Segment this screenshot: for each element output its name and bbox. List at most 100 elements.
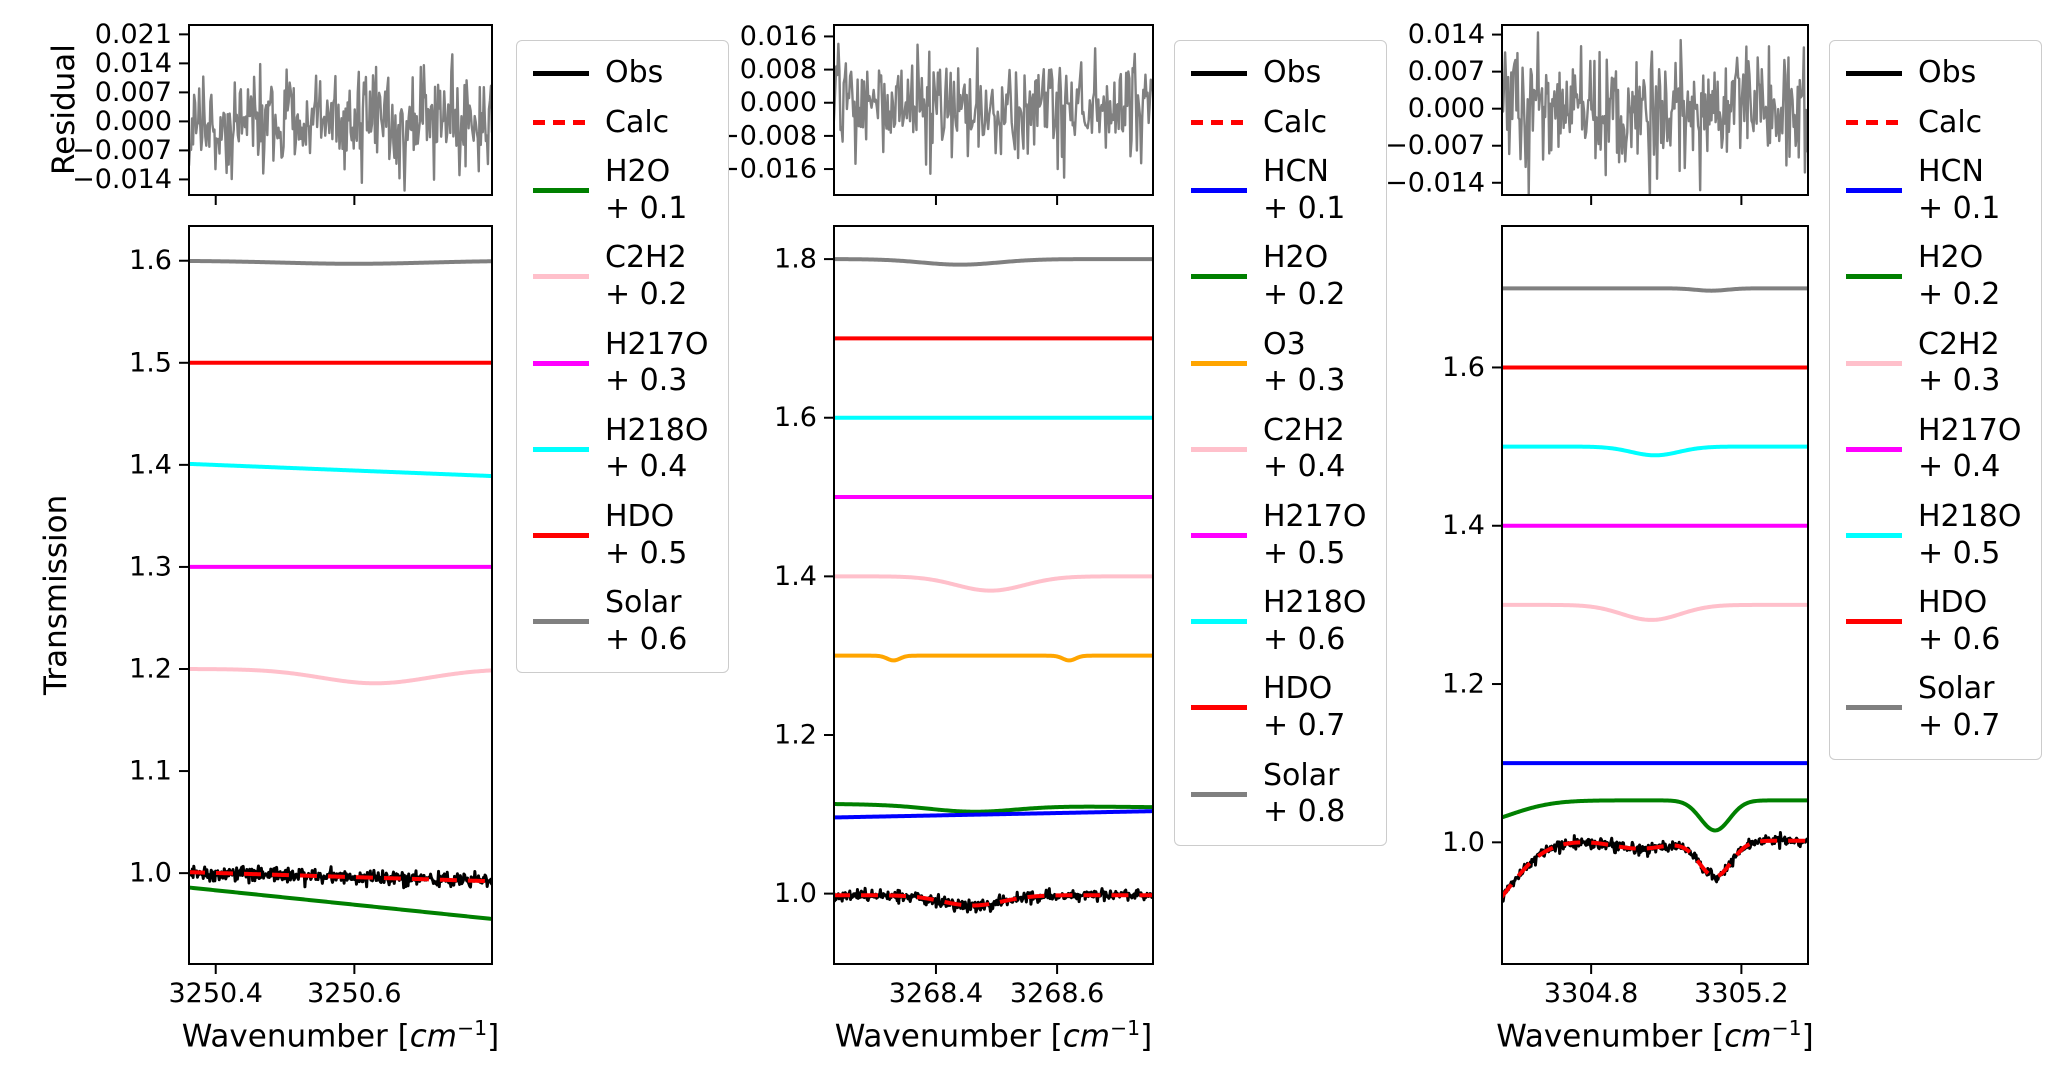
legend-line-sample [1191,705,1247,711]
legend-label: HCN + 0.1 [1918,154,2000,227]
legend-entry: H2O + 0.2 [1846,240,2021,313]
y-tick-label: 0.021 [95,19,172,50]
x-axis-label-text: ] [487,1018,500,1055]
legend-entry: HDO + 0.7 [1191,671,1366,744]
legend-species-name: H2O [605,154,671,190]
y-tick-label: 1.6 [774,402,817,433]
legend-label: H218O + 0.4 [605,413,708,486]
c2h2-0-3-line [1501,602,1809,622]
legend-line-sample [533,619,589,625]
x-tick-label: 3250.6 [307,978,401,1009]
legend-entry: HCN + 0.1 [1191,154,1366,227]
legend-line-sample [1846,274,1902,280]
solar-0-6-line [188,258,493,266]
legend-offset: + 0.8 [1263,794,1346,830]
y-tick-label: 1.5 [129,347,172,378]
legend-entry: C2H2 + 0.4 [1191,413,1366,486]
axes-frame [188,24,493,196]
legend-offset: + 0.2 [1918,276,2001,312]
legend-species-name: H217O [1263,498,1367,534]
legend-species-name: H218O [1918,498,2022,534]
legend-offset: + 0.7 [1263,707,1346,743]
legend-species-name: HDO [1263,671,1333,707]
residual-plot-3: 0.014 0.007 0.000 −0.007 −0.014 [1385,19,1809,205]
legend-offset: + 0.5 [1263,535,1346,571]
legend-species-name: Calc [605,104,670,140]
legend-species-name: C2H2 [1918,326,2000,362]
legend-line-sample [1191,791,1247,797]
legend-label: HDO + 0.5 [605,499,687,572]
plot-area [188,53,493,192]
legend-species-name: C2H2 [605,240,687,276]
legend-entry: HDO + 0.6 [1846,585,2021,658]
legend-label: H2O + 0.1 [605,154,687,227]
y-tick-label: −0.007 [72,135,172,166]
h2o-0-2-line [833,802,1154,814]
legend-line-sample [533,360,589,366]
legend-species-name: Solar [1263,757,1340,793]
y-tick-label: −0.016 [717,154,817,185]
y-tick-label: 0.008 [740,54,817,85]
legend-line-sample [1846,533,1902,539]
y-tick-label: 1.8 [774,244,817,275]
legend-species-name: H217O [1918,412,2022,448]
legend-entry: C2H2 + 0.3 [1846,327,2021,400]
legend-offset: + 0.4 [1263,449,1346,485]
legend-species-name: Solar [605,585,682,621]
y-tick-label: 0.014 [95,48,172,79]
legend-label: Solar + 0.8 [1263,758,1345,831]
legend-line-sample [533,533,589,539]
legend-line-sample [1846,188,1902,194]
legend-entry: Calc [533,105,708,142]
legend-label: H217O + 0.5 [1263,499,1366,572]
residual-line [1501,31,1809,196]
axes-frame [833,225,1154,965]
legend-label: H217O + 0.3 [605,327,708,400]
legend-label: C2H2 + 0.4 [1263,413,1345,486]
legend-label: C2H2 + 0.3 [1918,327,2000,400]
y-tick-label: 1.4 [129,449,172,480]
legend-species-name: Calc [1918,104,1983,140]
legend-offset: + 0.7 [1918,707,2001,743]
legend-offset: + 0.6 [1918,621,2001,657]
legend-entry: HCN + 0.1 [1846,154,2021,227]
legend-species-name: H218O [1263,585,1367,621]
legend-species-name: Obs [605,55,664,90]
legend-entry: Obs [533,55,708,92]
x-axis-label-exponent: −1 [457,1016,488,1040]
legend-species-name: H217O [605,326,709,362]
legend-entry: H217O + 0.3 [533,327,708,400]
legend-line-sample [1191,446,1247,452]
legend-line-sample [1191,188,1247,194]
legend-label: Obs [605,55,663,92]
h2o-0-2-line [1501,798,1809,833]
legend-offset: + 0.6 [605,621,688,657]
legend-species-name: HCN [1263,154,1329,190]
x-tick-label: 3250.4 [168,978,262,1009]
y-tick-label: 0.000 [740,87,817,118]
legend-species-name: Obs [1263,55,1322,90]
y-tick-label: 1.4 [1442,510,1485,541]
y-tick-label: 1.3 [129,551,172,582]
axes-frame [1501,225,1809,965]
y-tick-label: 0.000 [95,106,172,137]
plot-area [833,257,1154,914]
h218o-0-4-line [188,461,493,479]
x-axis-label-text: Wavenumber [ [181,1018,410,1055]
h2o-0-1-line [188,885,493,922]
legend-offset: + 0.3 [1263,363,1346,399]
legend-species-name: O3 [1263,326,1306,362]
legend-offset: + 0.2 [1263,276,1346,312]
legend-species-name: H2O [1263,240,1329,276]
y-tick-label: 1.1 [129,756,172,787]
legend-entry: Obs [1846,55,2021,92]
legend-line-sample [1846,70,1902,76]
legend-offset: + 0.1 [1918,190,2001,226]
legend-label: H217O + 0.4 [1918,413,2021,486]
hcn-0-1-line [833,809,1154,820]
x-tick-label: 3268.4 [889,978,983,1009]
legend-dashed-line-sample [1846,120,1902,126]
legend-species-name: H2O [1918,240,1984,276]
